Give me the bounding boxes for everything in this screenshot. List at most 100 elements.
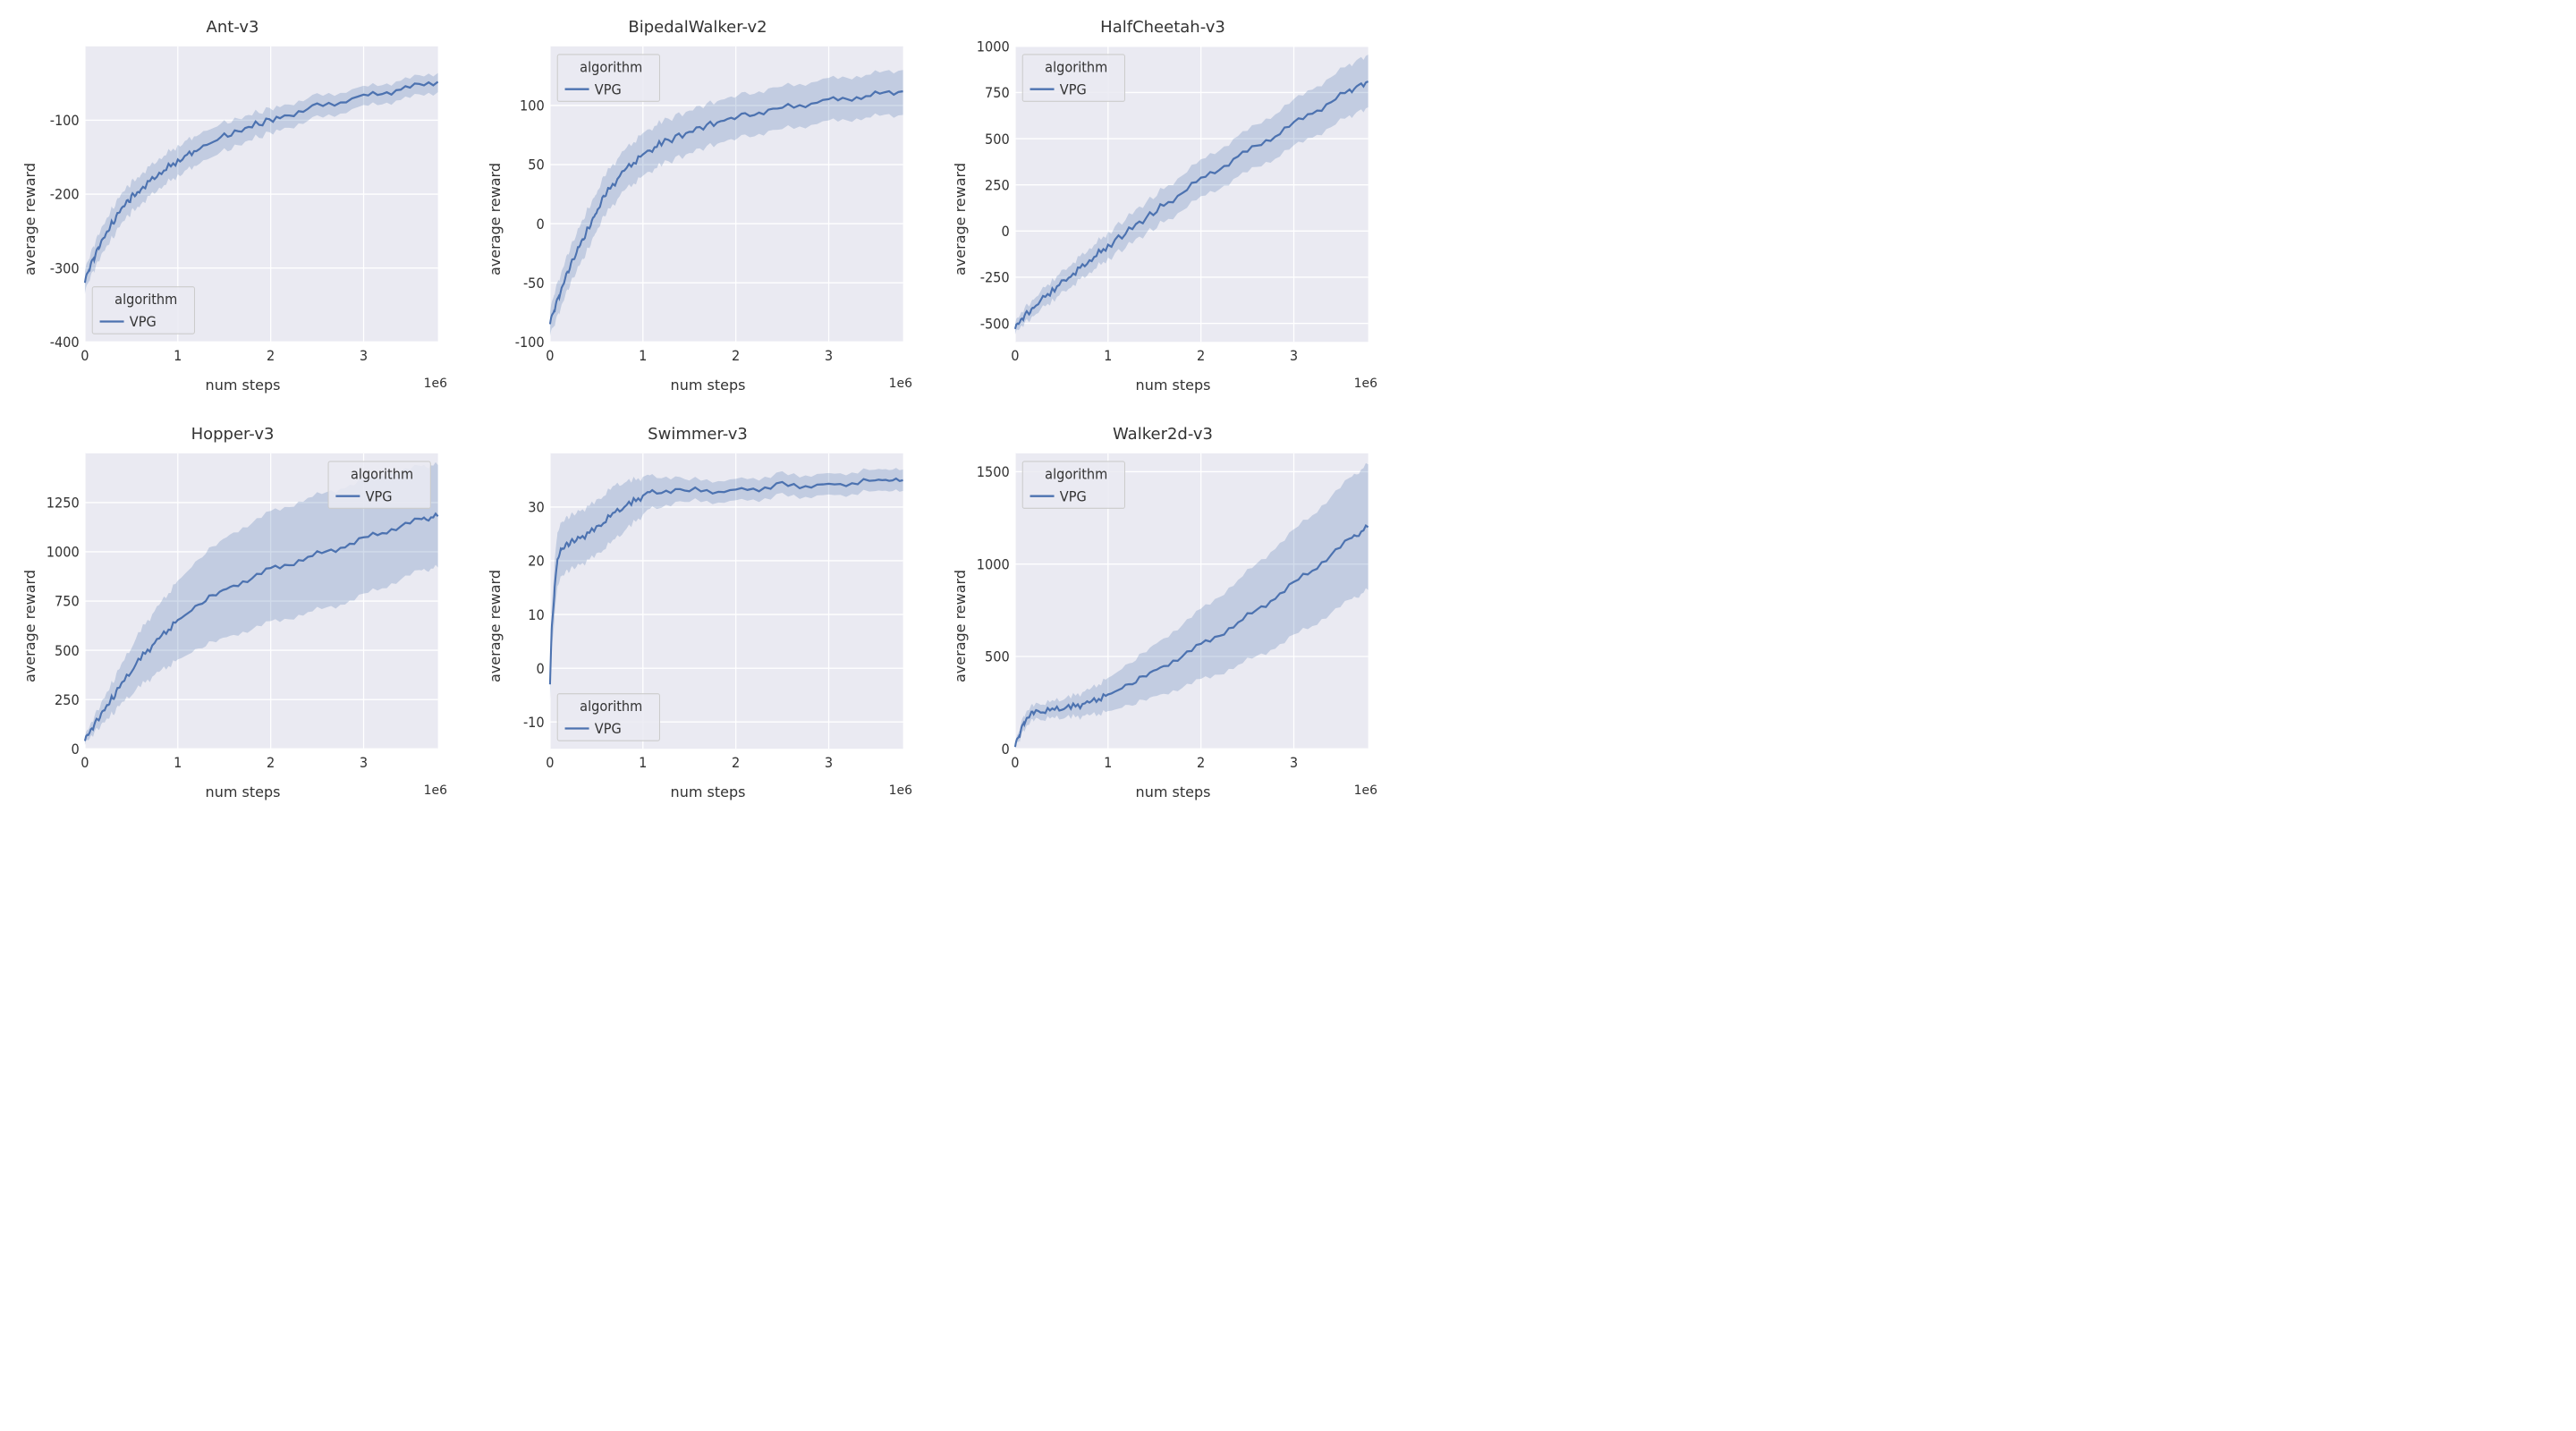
x-axis-offset: 1e6 [1354, 377, 1377, 391]
y-axis-label: average reward [483, 447, 504, 805]
x-axis-label: num steps [1136, 377, 1211, 398]
y-tick-label: 750 [55, 593, 80, 610]
chart-title: Hopper-v3 [191, 425, 275, 444]
plot-area: 0 1 2 3 0 500 1000 1500 algorithm VPG [969, 447, 1377, 783]
x-tick-label: 2 [732, 347, 740, 364]
x-tick-label: 1 [639, 754, 647, 771]
chart-grid: Ant-v3average reward0123-400-300-200-100… [18, 18, 1377, 805]
x-tick-label: 3 [825, 347, 833, 364]
y-tick-label: 100 [520, 97, 545, 114]
y-tick-label: -400 [50, 334, 80, 351]
chart-panel: Hopper-v3average reward01230250500750100… [18, 425, 447, 805]
legend-title: algorithm [580, 59, 642, 76]
plot-area: 0123-100-50050100algorithmVPG [504, 40, 912, 377]
legend: algorithm VPG [328, 461, 430, 508]
y-tick-label: 0 [536, 660, 544, 677]
y-tick-label: 750 [985, 85, 1010, 102]
y-tick-label: 10 [528, 606, 544, 623]
x-tick-label: 3 [360, 754, 368, 771]
plot-area: 0123025050075010001250algorithmVPG [38, 447, 447, 783]
y-axis-label: average reward [483, 40, 504, 398]
y-tick-label: -500 [980, 316, 1010, 333]
chart-panel: Ant-v3 average reward 0 1 2 3 -400 -300 -200 -100… [18, 18, 447, 398]
y-axis-label: average reward [948, 40, 969, 398]
x-tick-label: 0 [80, 347, 89, 364]
chart-panel: Walker2d-v3 average reward 0 1 2 3 0 500 1000 150… [948, 425, 1377, 805]
x-tick-label: 1 [1104, 754, 1112, 771]
y-tick-label: 0 [71, 741, 79, 758]
chart-title: Ant-v3 [207, 18, 259, 37]
x-tick-label: 2 [1197, 347, 1205, 364]
y-tick-label: 1000 [977, 556, 1010, 573]
legend-title: algorithm [580, 698, 642, 715]
y-tick-label: 500 [985, 648, 1010, 665]
plot-area: 0123-100102030algorithmVPG [504, 447, 912, 783]
chart-panel: HalfCheetah-v3 average reward 0 1 2 3 -500 -250… [948, 18, 1377, 398]
y-tick-label: -200 [50, 186, 80, 203]
y-axis-label: average reward [18, 447, 38, 805]
y-tick-label: 20 [528, 553, 544, 570]
legend-item: VPG [130, 314, 157, 331]
chart-panel: Swimmer-v3average reward0123-100102030al… [483, 425, 912, 805]
x-axis-offset: 1e6 [424, 783, 447, 798]
legend: algorithm VPG [557, 694, 659, 741]
x-axis-label: num steps [206, 783, 281, 805]
y-tick-label: 500 [55, 642, 80, 659]
legend-title: algorithm [1045, 59, 1107, 76]
y-tick-label: 250 [55, 691, 80, 708]
x-axis-offset: 1e6 [889, 783, 912, 798]
x-tick-label: 0 [1011, 754, 1019, 771]
chart-title: Walker2d-v3 [1113, 425, 1213, 444]
legend-title: algorithm [351, 466, 413, 483]
legend-item: VPG [595, 721, 622, 738]
x-tick-label: 1 [1104, 347, 1112, 364]
x-axis-label: num steps [206, 377, 281, 398]
legend: algorithm VPG [557, 55, 659, 101]
chart-title: HalfCheetah-v3 [1100, 18, 1225, 37]
y-tick-label: -250 [980, 269, 1010, 286]
x-tick-label: 2 [732, 754, 740, 771]
y-tick-label: 0 [1001, 741, 1009, 758]
x-axis-offset: 1e6 [889, 377, 912, 391]
x-tick-label: 2 [267, 754, 275, 771]
x-tick-label: 2 [1197, 754, 1205, 771]
x-tick-label: 3 [825, 754, 833, 771]
y-tick-label: 500 [985, 131, 1010, 148]
y-axis-label: average reward [948, 447, 969, 805]
y-tick-label: 1500 [977, 464, 1010, 481]
chart-title: Swimmer-v3 [648, 425, 748, 444]
legend-title: algorithm [114, 291, 177, 308]
x-tick-label: 3 [360, 347, 368, 364]
y-axis-label: average reward [18, 40, 38, 398]
legend-item: VPG [595, 81, 622, 98]
legend-title: algorithm [1045, 466, 1107, 483]
y-tick-label: -100 [50, 113, 80, 130]
legend: algorithm VPG [92, 287, 194, 334]
x-tick-label: 3 [1290, 347, 1298, 364]
chart-panel: BipedalWalker-v2average reward0123-100-5… [483, 18, 912, 398]
y-tick-label: 1000 [977, 40, 1010, 55]
chart-title: BipedalWalker-v2 [628, 18, 767, 37]
legend-item: VPG [1060, 81, 1087, 98]
legend: algorithm VPG [1022, 55, 1124, 101]
y-tick-label: 50 [528, 157, 544, 174]
y-tick-label: 1000 [47, 544, 80, 561]
y-tick-label: 0 [1001, 223, 1009, 240]
plot-area: 0 1 2 3 -400 -300 -200 -100 algorithm VPG [38, 40, 447, 377]
x-axis-label: num steps [671, 377, 746, 398]
y-tick-label: -10 [523, 714, 545, 731]
legend-item: VPG [1060, 488, 1087, 505]
x-tick-label: 1 [174, 347, 182, 364]
x-tick-label: 3 [1290, 754, 1298, 771]
y-tick-label: -100 [515, 334, 545, 351]
y-tick-label: -300 [50, 260, 80, 277]
legend: algorithm VPG [1022, 461, 1124, 508]
x-tick-label: 0 [1011, 347, 1019, 364]
x-axis-offset: 1e6 [1354, 783, 1377, 798]
x-axis-label: num steps [1136, 783, 1211, 805]
legend-item: VPG [366, 488, 393, 505]
x-axis-offset: 1e6 [424, 377, 447, 391]
x-axis-label: num steps [671, 783, 746, 805]
x-tick-label: 2 [267, 347, 275, 364]
plot-area: 0123-500-25002505007501000algorithmVPG [969, 40, 1377, 377]
